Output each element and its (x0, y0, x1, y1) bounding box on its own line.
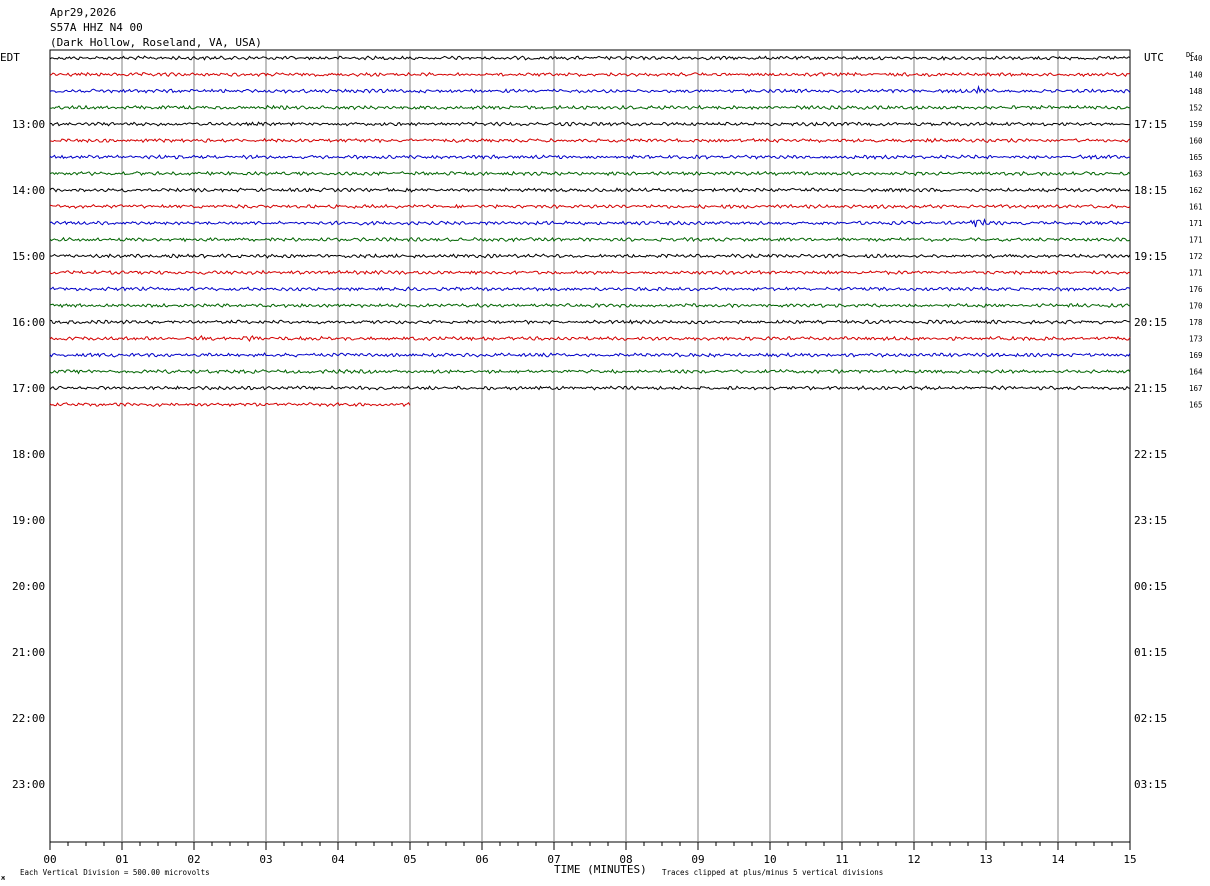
right-time-label: 19:15 (1134, 250, 1167, 263)
dc-offset-label: 178 (1189, 318, 1203, 327)
footer-vertical-division: Each Vertical Division = 500.00 microvol… (20, 868, 210, 877)
right-time-label: 20:15 (1134, 316, 1167, 329)
right-time-label: 02:15 (1134, 712, 1167, 725)
header-location: (Dark Hollow, Roseland, VA, USA) (50, 36, 262, 49)
x-tick-label: 10 (763, 853, 776, 866)
dc-offset-label: 171 (1189, 236, 1203, 245)
left-time-label: 19:00 (12, 514, 45, 527)
dc-offset-label: 172 (1189, 252, 1203, 261)
seismic-trace (49, 170, 1131, 177)
dc-offset-label: 169 (1189, 351, 1203, 360)
seismic-trace (49, 203, 1131, 210)
x-tick-label: 06 (475, 853, 488, 866)
seismic-trace (49, 217, 1131, 228)
seismic-trace (49, 137, 1131, 144)
header-date: Apr29,2026 (50, 6, 116, 19)
x-tick-label: 09 (691, 853, 704, 866)
footer-clipping-note: Traces clipped at plus/minus 5 vertical … (662, 868, 883, 877)
x-tick-label: 15 (1123, 853, 1136, 866)
seismic-trace (49, 84, 1131, 95)
seismic-trace (49, 352, 1131, 358)
x-tick-label: 00 (43, 853, 56, 866)
x-tick-label: 08 (619, 853, 632, 866)
right-time-label: 17:15 (1134, 118, 1167, 131)
seismic-trace (49, 154, 1130, 161)
dc-offset-label: 165 (1189, 401, 1203, 410)
left-time-label: 20:00 (12, 580, 45, 593)
left-time-label: 23:00 (12, 778, 45, 791)
x-tick-label: 05 (403, 853, 416, 866)
seismic-trace (49, 368, 1131, 375)
seismic-trace (49, 253, 1131, 259)
corner-mark: ж (1, 874, 6, 882)
left-time-label: 15:00 (12, 250, 45, 263)
seismic-trace (49, 187, 1131, 193)
dc-offset-label: 161 (1189, 203, 1203, 212)
plot-frame (49, 49, 1131, 843)
left-time-label: 13:00 (12, 118, 45, 131)
left-timezone-label: EDT (0, 51, 20, 64)
right-time-label: 23:15 (1134, 514, 1167, 527)
seismic-trace (49, 335, 1131, 342)
left-time-label: 21:00 (12, 646, 45, 659)
x-tick-label: 04 (331, 853, 345, 866)
x-tick-label: 01 (115, 853, 128, 866)
right-time-label: 18:15 (1134, 184, 1167, 197)
seismic-trace (49, 401, 411, 408)
right-time-label: 00:15 (1134, 580, 1167, 593)
dc-offset-label: 176 (1189, 285, 1203, 294)
seismic-trace (49, 302, 1131, 309)
dc-offset-label: 163 (1189, 170, 1203, 179)
dc-offset-label: 140 (1189, 54, 1203, 63)
dc-offset-label: 162 (1189, 186, 1203, 195)
x-tick-label: 02 (187, 853, 200, 866)
seismic-trace (49, 319, 1131, 325)
x-tick-label: 12 (907, 853, 920, 866)
dc-offset-label: 165 (1189, 153, 1203, 162)
x-tick-label: 11 (835, 853, 848, 866)
dc-offset-label: 148 (1189, 87, 1203, 96)
seismic-trace (49, 236, 1131, 243)
seismic-trace (49, 385, 1131, 391)
dc-offset-label: 140 (1189, 71, 1203, 80)
x-tick-label: 14 (1051, 853, 1065, 866)
seismic-trace (49, 104, 1131, 111)
dc-offset-label: 173 (1189, 335, 1203, 344)
header-station: S57A HHZ N4 00 (50, 21, 143, 34)
x-tick-label: 13 (979, 853, 992, 866)
dc-offset-label: 171 (1189, 269, 1203, 278)
left-time-label: 18:00 (12, 448, 45, 461)
right-time-label: 01:15 (1134, 646, 1167, 659)
right-time-label: 03:15 (1134, 778, 1167, 791)
left-time-label: 17:00 (12, 382, 45, 395)
dc-offset-label: 171 (1189, 219, 1203, 228)
right-timezone-label: UTC (1144, 51, 1164, 64)
left-time-label: 14:00 (12, 184, 45, 197)
dc-offset-label: 160 (1189, 137, 1203, 146)
x-axis-title: TIME (MINUTES) (554, 863, 647, 876)
x-tick-label: 07 (547, 853, 560, 866)
left-time-label: 16:00 (12, 316, 45, 329)
dc-offset-label: 152 (1189, 104, 1203, 113)
seismic-trace (49, 269, 1131, 276)
dc-offset-label: 164 (1189, 368, 1203, 377)
seismic-trace (49, 121, 1130, 127)
x-tick-label: 03 (259, 853, 272, 866)
dc-offset-label: 167 (1189, 384, 1203, 393)
seismic-trace (49, 55, 1131, 61)
right-time-label: 22:15 (1134, 448, 1167, 461)
seismic-trace (49, 71, 1131, 78)
dc-offset-label: 170 (1189, 302, 1203, 311)
seismic-trace (49, 286, 1131, 292)
dc-header-label: DC (1186, 51, 1194, 59)
left-time-label: 22:00 (12, 712, 45, 725)
dc-offset-label: 159 (1189, 120, 1203, 129)
right-time-label: 21:15 (1134, 382, 1167, 395)
